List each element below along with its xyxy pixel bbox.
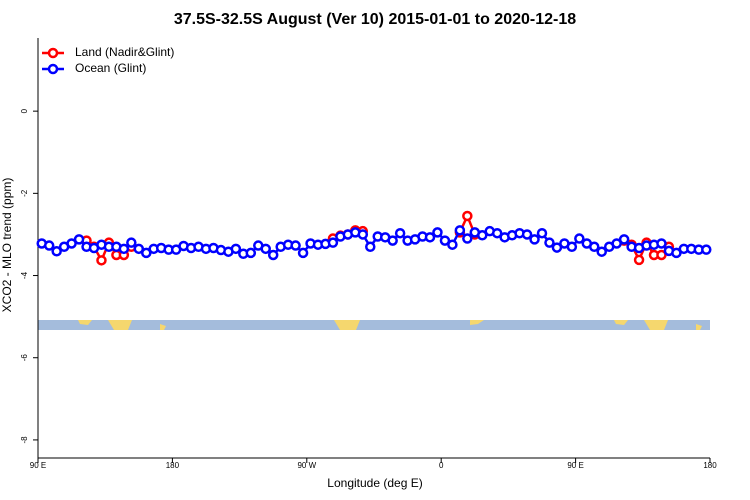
point xyxy=(633,254,645,266)
point xyxy=(245,247,257,259)
point xyxy=(529,234,540,245)
point xyxy=(454,225,466,236)
point xyxy=(566,241,578,253)
point xyxy=(133,243,145,255)
y-tick-label: -4 xyxy=(20,271,29,279)
y-axis-label: XCO2 - MLO trend (ppm) xyxy=(0,178,14,313)
point xyxy=(618,234,630,245)
point xyxy=(544,237,555,248)
point xyxy=(118,243,130,255)
point xyxy=(536,227,548,239)
point xyxy=(447,239,458,250)
point xyxy=(551,242,563,253)
x-axis-label: Longitude (deg E) xyxy=(327,476,422,490)
point xyxy=(267,249,279,261)
legend-marker xyxy=(47,63,59,75)
point xyxy=(656,249,667,261)
point xyxy=(462,210,473,222)
point xyxy=(439,235,451,246)
x-tick-label: 0 xyxy=(439,461,444,470)
point xyxy=(260,243,271,255)
point xyxy=(596,246,607,257)
point xyxy=(126,237,137,248)
point xyxy=(290,240,301,251)
point xyxy=(387,235,398,246)
point xyxy=(424,232,436,243)
point xyxy=(462,233,473,244)
point xyxy=(66,238,77,249)
y-tick-label: -6 xyxy=(20,354,29,362)
x-tick-label: 180 xyxy=(703,461,717,470)
point xyxy=(394,227,406,239)
point xyxy=(357,229,369,240)
x-tick-label: 90 E xyxy=(567,461,583,470)
legend-label: Ocean (Glint) xyxy=(75,61,146,75)
world-map-strip xyxy=(38,320,710,330)
point xyxy=(51,246,62,257)
point xyxy=(43,240,55,251)
point xyxy=(141,247,152,259)
point xyxy=(477,230,488,241)
y-tick-label: 0 xyxy=(20,108,29,113)
point xyxy=(96,255,107,266)
legend-marker xyxy=(47,47,59,59)
point xyxy=(671,247,682,259)
point xyxy=(73,234,85,245)
point xyxy=(491,227,503,239)
point xyxy=(297,247,309,259)
point xyxy=(656,238,667,249)
point xyxy=(432,227,443,238)
point xyxy=(230,243,242,255)
x-tick-label: 90 E xyxy=(30,461,46,470)
chart-title: 37.5S-32.5S August (Ver 10) 2015-01-01 t… xyxy=(174,11,576,28)
legend-label: Land (Nadir&Glint) xyxy=(75,45,174,59)
y-tick-label: -8 xyxy=(20,436,29,444)
point xyxy=(574,233,585,244)
point xyxy=(611,238,622,249)
point xyxy=(365,241,376,253)
point xyxy=(701,244,712,255)
point xyxy=(521,229,533,240)
x-tick-label: 180 xyxy=(166,461,180,470)
x-tick-label: 90 W xyxy=(297,461,316,470)
point xyxy=(327,237,339,248)
y-tick-label: -2 xyxy=(20,189,29,197)
point xyxy=(589,241,600,253)
